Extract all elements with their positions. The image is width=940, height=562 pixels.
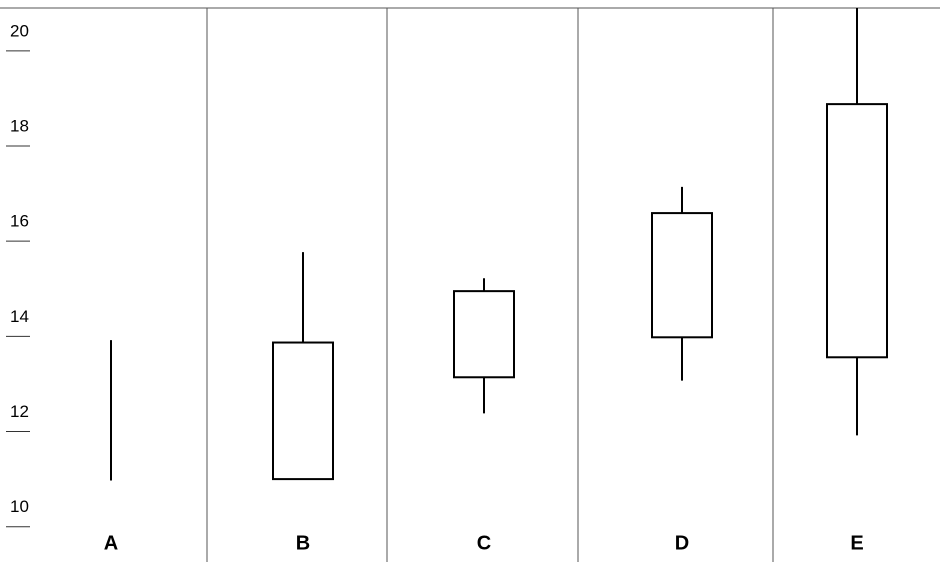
x-tick-label: A <box>104 532 118 554</box>
x-tick-label: C <box>477 532 491 554</box>
x-tick-label: E <box>850 532 863 554</box>
x-tick-label: D <box>675 532 689 554</box>
y-tick-label: 20 <box>10 21 29 40</box>
candle-body <box>272 341 334 481</box>
candle-body <box>826 103 888 359</box>
y-tick-label: 12 <box>10 402 29 421</box>
y-tick-label: 14 <box>10 307 29 326</box>
candle-body <box>453 290 515 379</box>
y-tick-label: 10 <box>10 497 29 516</box>
y-tick-label: 18 <box>10 116 29 135</box>
x-tick-label: B <box>296 532 310 554</box>
candle-body <box>651 212 713 339</box>
y-tick-label: 16 <box>10 212 29 231</box>
